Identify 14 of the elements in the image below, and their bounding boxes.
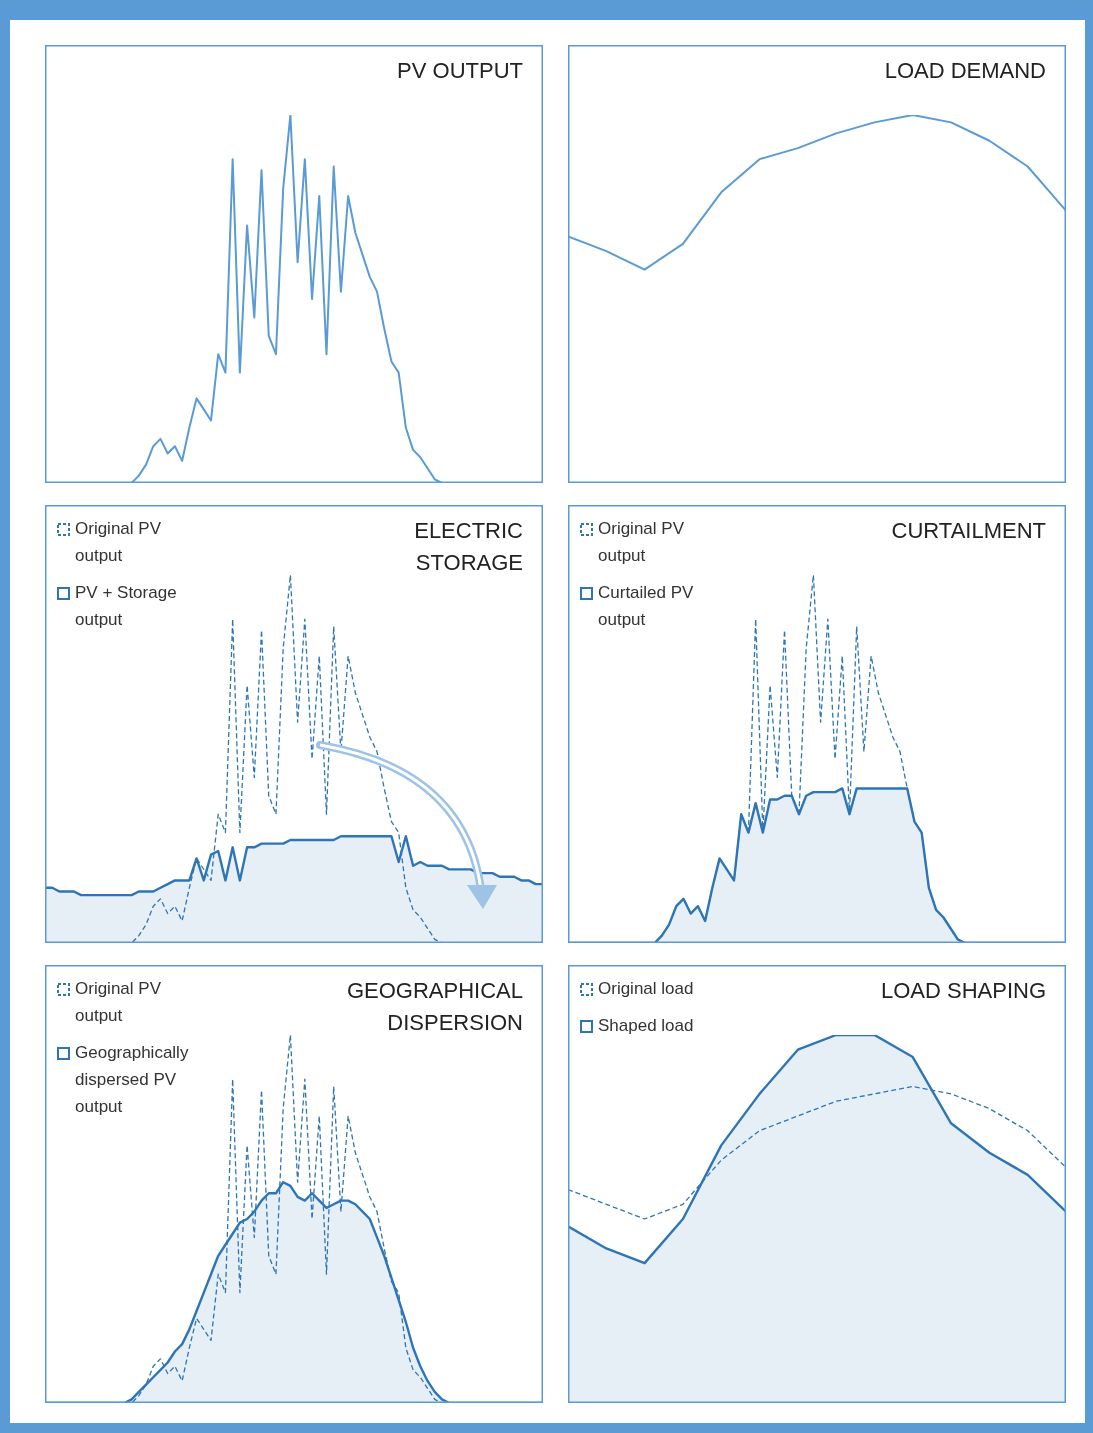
legend-label: Original PV output (598, 519, 685, 566)
legend-label: Geographically dispersed PV output (75, 1043, 189, 1117)
chart-title: CURTAILMENT (891, 518, 1046, 544)
legend-label: Original PV output (75, 979, 162, 1026)
legend-label: Original load (598, 979, 694, 999)
legend-label: Curtailed PV output (598, 583, 695, 630)
legend-label: Shaped load (598, 1016, 694, 1036)
chart-title: LOAD DEMAND (884, 58, 1046, 84)
chart-title: ELECTRIC STORAGE (414, 518, 524, 576)
chart-title: LOAD SHAPING (880, 978, 1046, 1004)
legend-label: PV + Storage output (75, 583, 177, 630)
chart-title: GEOGRAPHICAL DISPERSION (346, 978, 523, 1036)
chart-title: PV OUTPUT (397, 58, 523, 84)
legend-label: Original PV output (75, 519, 162, 566)
